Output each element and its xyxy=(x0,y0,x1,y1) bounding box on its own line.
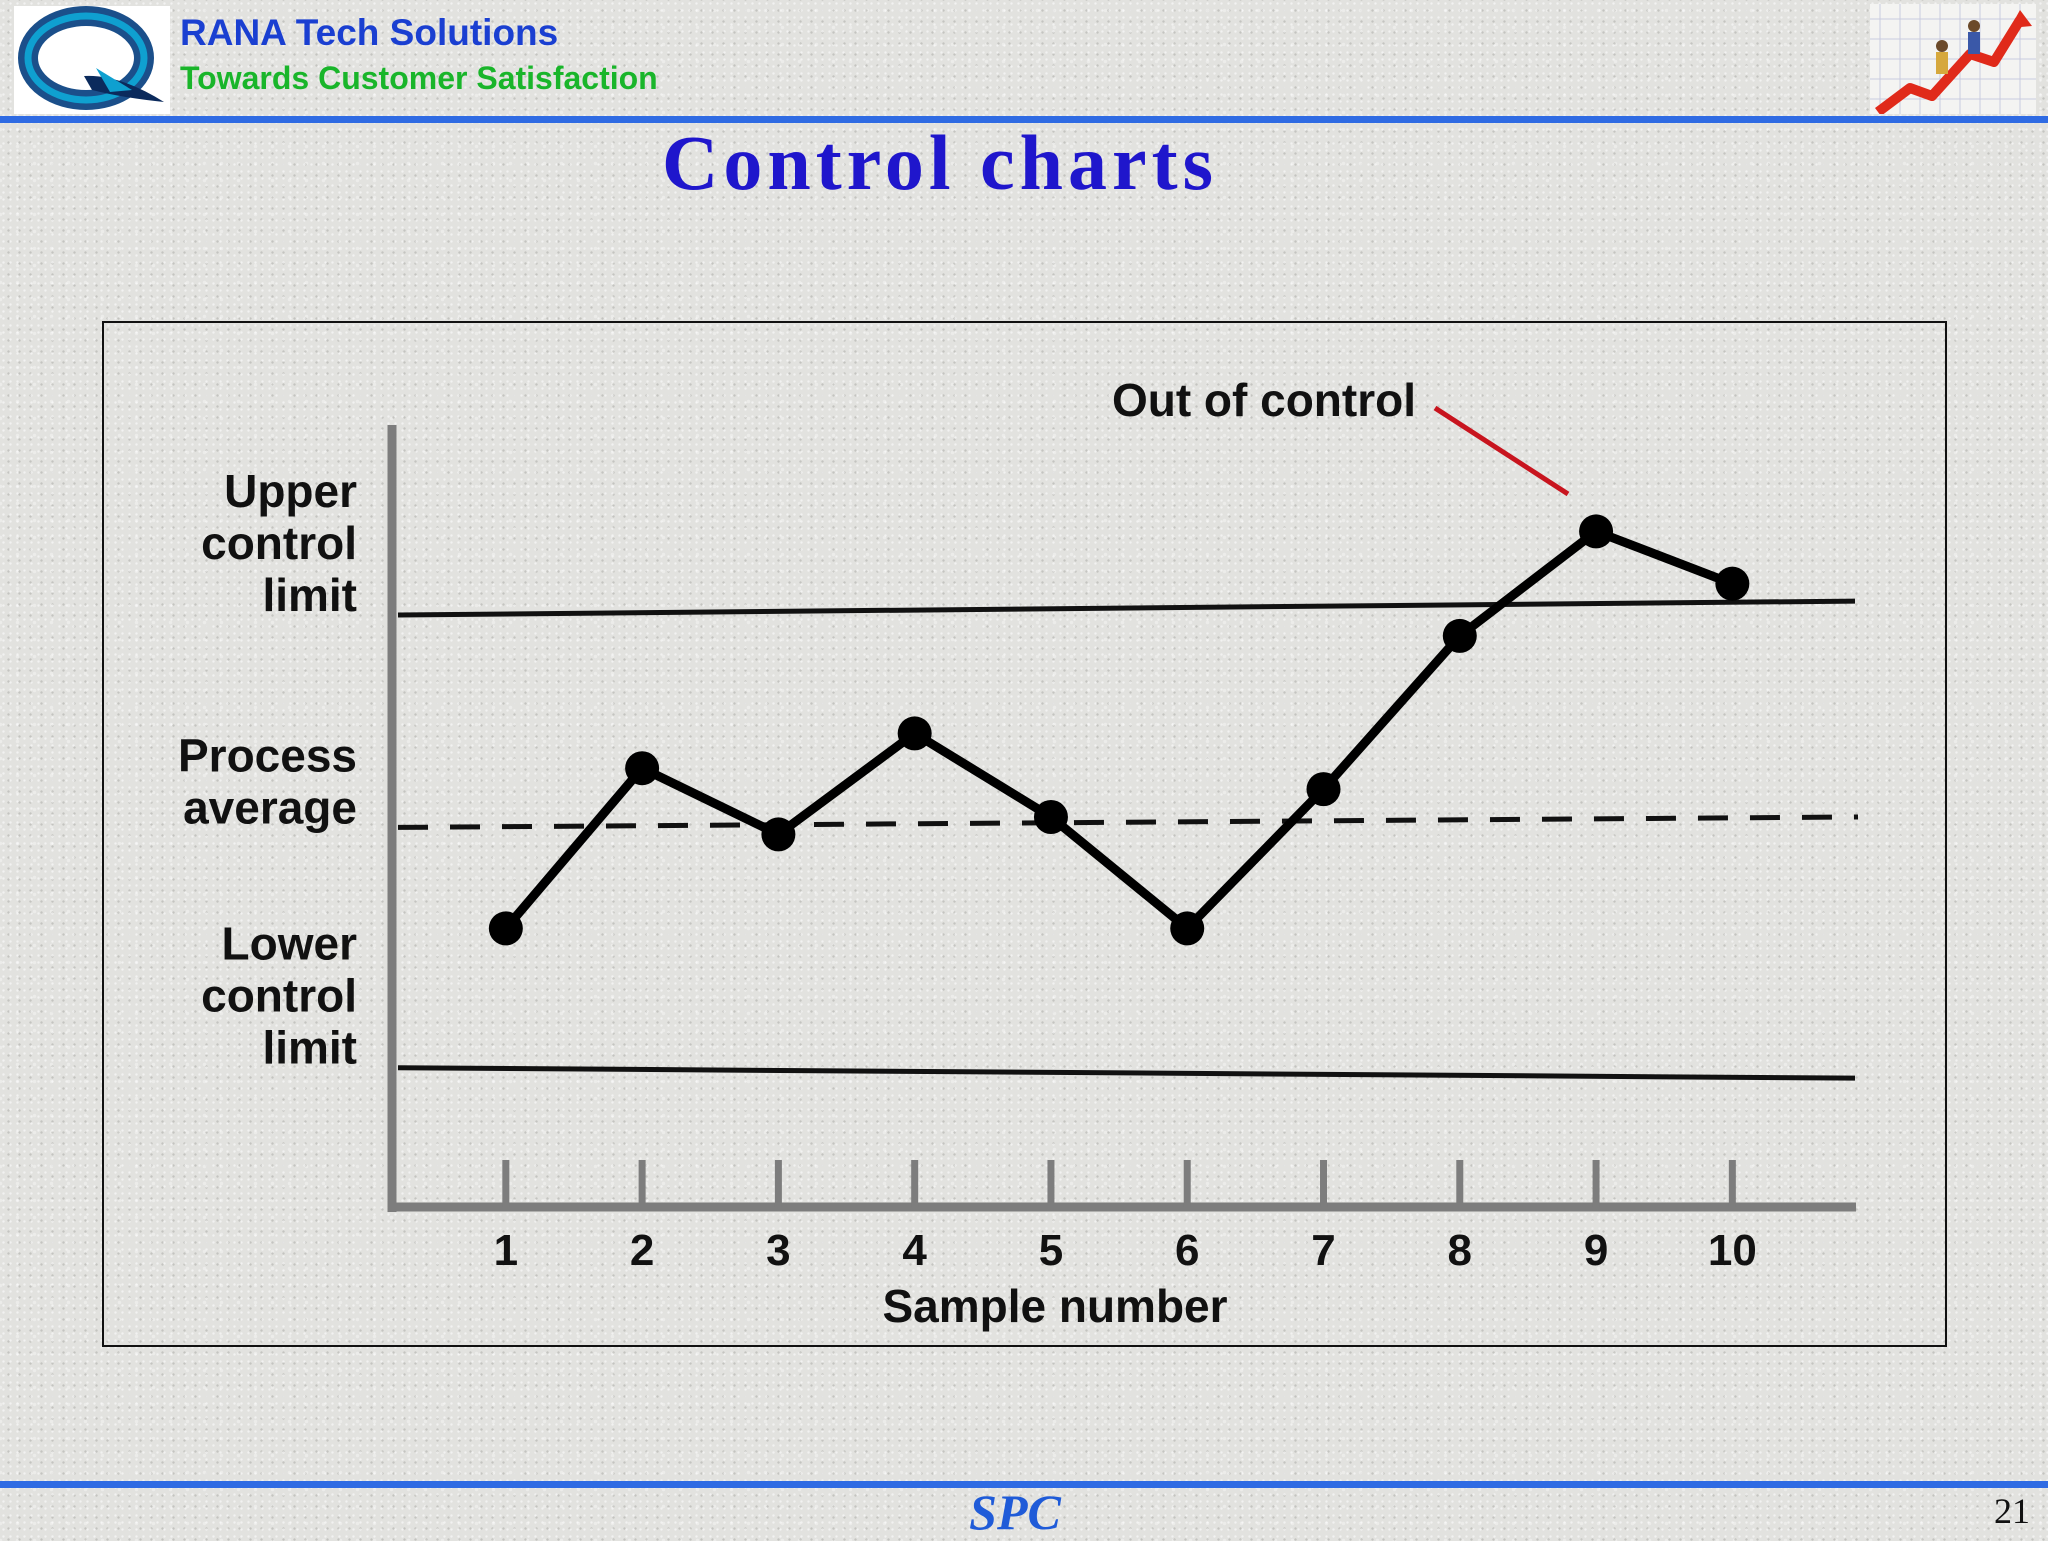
reference-line-3 xyxy=(397,1065,1856,1081)
x-tick-label-10: 10 xyxy=(1708,1226,1757,1275)
x-tick-label-1: 1 xyxy=(494,1226,518,1275)
x-tick-label-2: 2 xyxy=(630,1226,654,1275)
x-tick-label-5: 5 xyxy=(1039,1226,1063,1275)
control-chart: Upper control limit Process average Lower cont… xyxy=(102,321,1947,1347)
rana-logo-icon xyxy=(18,6,164,110)
out-of-control-label: Out of control xyxy=(1112,374,1416,426)
reference-line-1 xyxy=(397,598,1856,618)
control-limit-labels: Upper control limit Process average Lower cont… xyxy=(178,465,357,1074)
brand-name: RANA Tech Solutions xyxy=(180,12,559,53)
reference-label-2: Process average xyxy=(178,729,357,833)
x-tick-label-3: 3 xyxy=(766,1226,790,1275)
data-point-7 xyxy=(1306,772,1341,807)
data-point-4 xyxy=(897,716,932,751)
data-point-9 xyxy=(1579,514,1614,549)
reference-label-1: Upper control limit xyxy=(201,465,357,621)
growth-clipart xyxy=(1870,4,2036,116)
slide-title: Control charts xyxy=(661,119,1218,206)
reference-label-3: Lower control limit xyxy=(201,918,357,1074)
control-limit-lines xyxy=(397,598,1859,1081)
data-point-6 xyxy=(1170,911,1205,946)
data-point-10 xyxy=(1715,566,1750,601)
reference-line-2 xyxy=(397,814,1859,830)
out-of-control-leader-line xyxy=(1433,405,1570,497)
page-number: 21 xyxy=(1994,1491,2030,1531)
data-point-2 xyxy=(625,751,660,786)
x-tick-label-9: 9 xyxy=(1584,1226,1608,1275)
x-tick-label-8: 8 xyxy=(1448,1226,1472,1275)
growth-stairs-icon xyxy=(1870,4,2036,116)
sample-series xyxy=(488,514,1750,946)
footer-label: SPC xyxy=(969,1484,1061,1540)
data-point-8 xyxy=(1442,618,1477,653)
x-tick-label-4: 4 xyxy=(902,1226,927,1275)
header-rule xyxy=(0,116,2048,123)
chart-frame xyxy=(102,321,1947,1347)
data-point-3 xyxy=(761,817,796,852)
x-axis-label: Sample number xyxy=(882,1280,1227,1332)
data-point-5 xyxy=(1033,799,1068,834)
brand-tagline: Towards Customer Satisfaction xyxy=(180,60,658,96)
data-point-1 xyxy=(488,911,523,946)
company-logo xyxy=(14,6,170,114)
series-line xyxy=(502,526,1734,933)
x-tick-label-7: 7 xyxy=(1311,1226,1335,1275)
x-tick-label-6: 6 xyxy=(1175,1226,1199,1275)
footer-rule xyxy=(0,1481,2048,1488)
chart-axes: 1 2 3 4 5 6 7 8 9 10 xyxy=(387,425,1856,1275)
